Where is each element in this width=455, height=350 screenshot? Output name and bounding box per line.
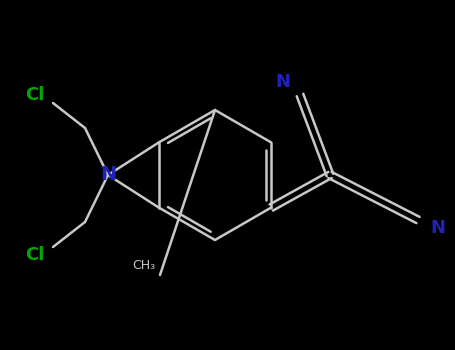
- Text: N: N: [430, 219, 445, 237]
- Text: CH₃: CH₃: [132, 259, 155, 272]
- Text: Cl: Cl: [25, 86, 45, 104]
- Text: N: N: [100, 166, 116, 184]
- Text: N: N: [275, 73, 290, 91]
- Text: Cl: Cl: [25, 246, 45, 264]
